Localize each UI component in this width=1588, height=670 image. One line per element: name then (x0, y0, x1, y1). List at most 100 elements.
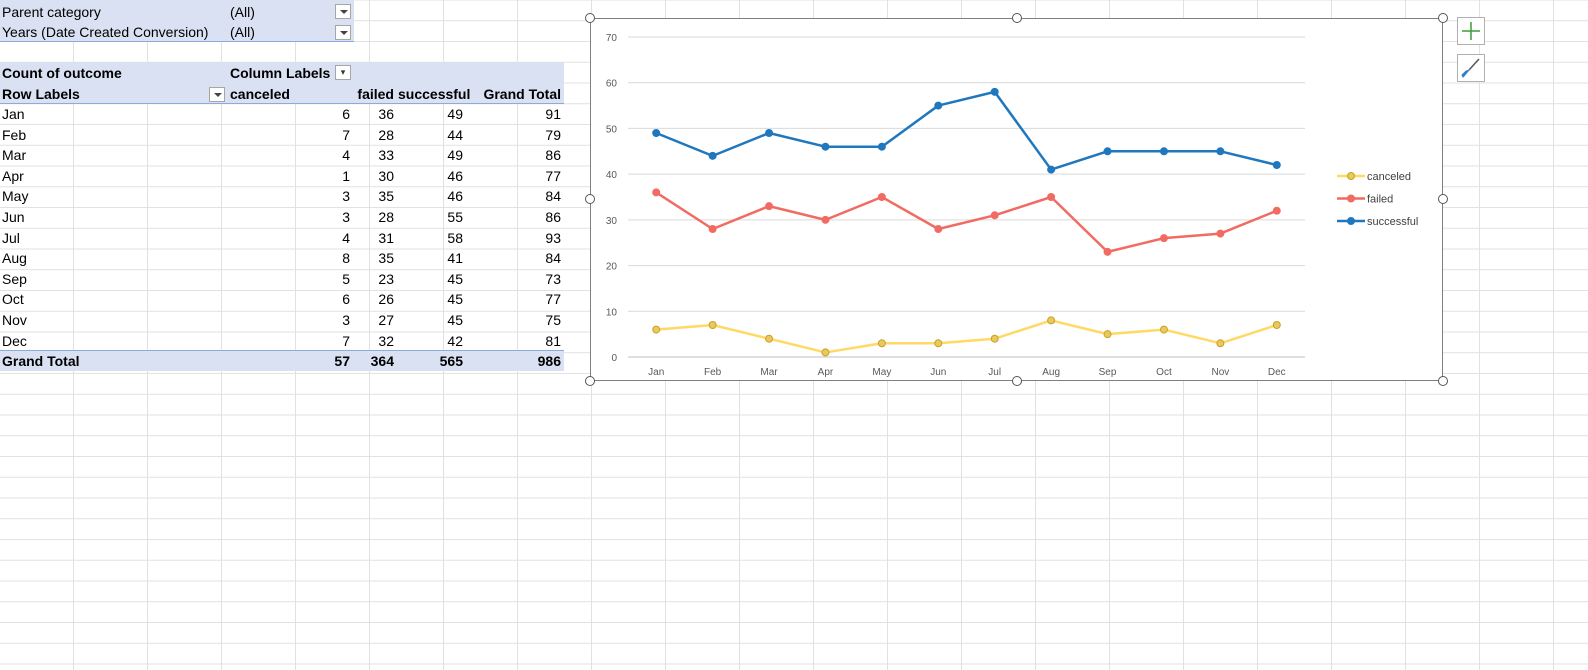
pivot-cell[interactable]: 28 (378, 209, 394, 225)
pivot-cell[interactable]: 41 (447, 250, 463, 267)
pivot-cell[interactable]: 35 (378, 250, 394, 267)
dropdown-arrow-icon[interactable] (335, 25, 351, 40)
pivot-cell[interactable]: 1 (342, 167, 350, 184)
pivot-cell[interactable]: 36 (378, 106, 394, 122)
dropdown-arrow-icon[interactable] (335, 4, 351, 19)
pivot-cell[interactable]: 3 (342, 188, 350, 205)
pivot-cell[interactable]: 73 (545, 270, 561, 287)
pivot-cell[interactable]: 32 (378, 332, 394, 349)
row-label-dec[interactable]: Dec (2, 332, 27, 349)
data-point-successful (1103, 147, 1112, 156)
pivot-cell[interactable]: 23 (378, 270, 394, 287)
filter-value-parent-category[interactable]: (All) (230, 4, 255, 20)
pivot-cell[interactable]: 55 (447, 209, 463, 225)
resize-handle-bottom[interactable] (1012, 376, 1022, 386)
resize-handle-top-left[interactable] (585, 13, 595, 23)
data-point-canceled (1216, 339, 1225, 348)
column-header-grand-total: Grand Total (483, 86, 561, 102)
pivot-cell[interactable]: 45 (447, 291, 463, 308)
chart-styles-button[interactable] (1457, 54, 1485, 82)
resize-handle-bottom-left[interactable] (585, 376, 595, 386)
pivot-cell[interactable]: 49 (447, 106, 463, 122)
pivot-cell[interactable]: 42 (447, 332, 463, 349)
pivot-cell[interactable]: 84 (545, 188, 561, 205)
x-tick-label: Oct (1156, 367, 1172, 378)
pivot-cell[interactable]: 26 (378, 291, 394, 308)
pivot-cell[interactable]: 35 (378, 188, 394, 205)
pivot-cell[interactable]: 3 (342, 209, 350, 225)
data-point-failed (1159, 234, 1168, 243)
column-header-failed: failed (357, 86, 394, 102)
row-label-mar[interactable]: Mar (2, 147, 27, 164)
pivot-cell[interactable]: 46 (447, 188, 463, 205)
row-label-feb[interactable]: Feb (2, 126, 27, 143)
data-point-successful (1216, 147, 1225, 156)
pivot-cell[interactable]: 31 (378, 229, 394, 246)
pivot-cell[interactable]: 91 (545, 106, 561, 122)
resize-handle-bottom-right[interactable] (1438, 376, 1448, 386)
pivot-cell[interactable]: 33 (378, 147, 394, 164)
chart-elements-button[interactable] (1457, 17, 1485, 45)
row-label-oct[interactable]: Oct (2, 291, 24, 308)
row-label-jan[interactable]: Jan (2, 106, 25, 122)
paintbrush-icon (1461, 58, 1480, 78)
resize-handle-top[interactable] (1012, 13, 1022, 23)
resize-handle-right[interactable] (1438, 194, 1448, 204)
pivot-cell[interactable]: 7 (342, 332, 350, 349)
pivot-cell[interactable]: 30 (378, 167, 394, 184)
pivot-cell[interactable]: 81 (545, 332, 561, 349)
pivot-cell[interactable]: 46 (447, 167, 463, 184)
data-point-failed (821, 215, 830, 224)
filter-label-years: Years (Date Created Conversion) (2, 24, 209, 40)
data-point-canceled (1159, 325, 1168, 334)
pivot-cell[interactable]: 77 (545, 291, 561, 308)
pivot-cell[interactable]: 28 (378, 126, 394, 143)
row-label-sep[interactable]: Sep (2, 270, 27, 287)
resize-handle-left[interactable] (585, 194, 595, 204)
pivot-cell[interactable]: 45 (447, 312, 463, 328)
grand-total-label: Grand Total (2, 353, 80, 369)
row-label-aug[interactable]: Aug (2, 250, 27, 267)
legend-marker-canceled (1347, 172, 1355, 180)
data-point-failed (1216, 229, 1225, 238)
row-label-apr[interactable]: Apr (2, 167, 24, 184)
x-tick-label: May (872, 367, 891, 378)
pivot-cell[interactable]: 6 (342, 106, 350, 122)
pivot-cell[interactable]: 4 (342, 147, 350, 164)
pivot-cell[interactable]: 86 (545, 209, 561, 225)
resize-handle-top-right[interactable] (1438, 13, 1448, 23)
pivot-cell[interactable]: 8 (342, 250, 350, 267)
column-filter-icon[interactable]: ▾ (335, 65, 351, 80)
pivot-cell[interactable]: 79 (545, 126, 561, 143)
chart-area[interactable] (590, 18, 1443, 381)
filter-value-years[interactable]: (All) (230, 24, 255, 40)
data-point-failed (877, 193, 886, 201)
pivot-cell[interactable]: 86 (545, 147, 561, 164)
pivot-cell[interactable]: 45 (447, 270, 463, 287)
row-label-jun[interactable]: Jun (2, 209, 25, 225)
grand-total-divider (0, 350, 564, 351)
x-tick-label: Nov (1211, 367, 1229, 378)
pivot-cell[interactable]: 58 (447, 229, 463, 246)
pivot-cell[interactable]: 27 (378, 312, 394, 328)
pivot-cell[interactable]: 6 (342, 291, 350, 308)
pivot-cell[interactable]: 84 (545, 250, 561, 267)
pivot-cell[interactable]: 7 (342, 126, 350, 143)
pivot-cell[interactable]: 3 (342, 312, 350, 328)
pivot-cell[interactable]: 93 (545, 229, 561, 246)
data-point-successful (990, 87, 999, 96)
y-tick-label: 0 (611, 353, 617, 364)
row-label-may[interactable]: May (2, 188, 29, 205)
x-tick-label: Jul (988, 367, 1001, 378)
row-label-nov[interactable]: Nov (2, 312, 27, 328)
pivot-cell[interactable]: 5 (342, 270, 350, 287)
dropdown-arrow-icon[interactable] (209, 87, 225, 102)
pivot-cell[interactable]: 77 (545, 167, 561, 184)
x-tick-label: Jan (648, 367, 664, 378)
pivot-cell[interactable]: 4 (342, 229, 350, 246)
pivot-cell[interactable]: 49 (447, 147, 463, 164)
pivot-cell[interactable]: 44 (447, 126, 463, 143)
row-label-jul[interactable]: Jul (2, 229, 20, 246)
pivot-cell[interactable]: 75 (545, 312, 561, 328)
data-point-successful (765, 129, 774, 137)
